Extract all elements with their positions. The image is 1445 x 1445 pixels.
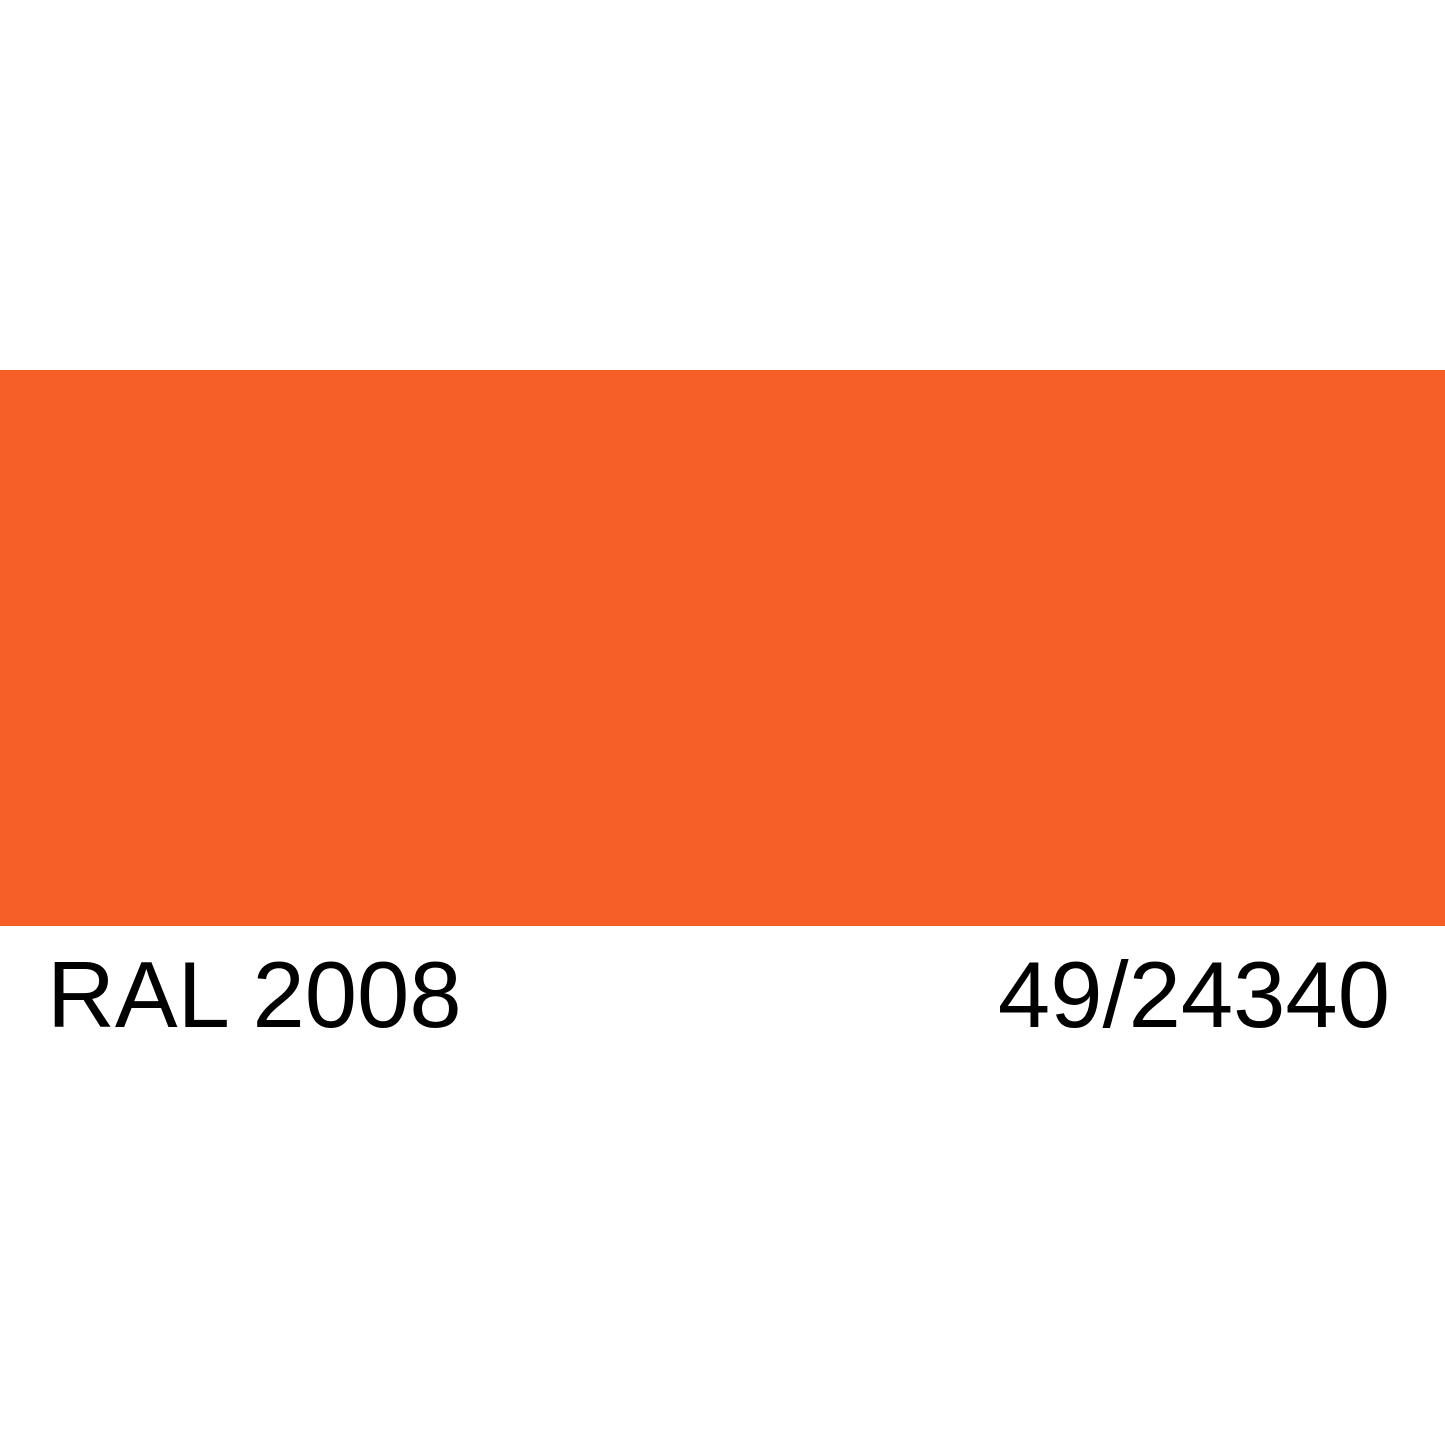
ral-code-label: RAL 2008 bbox=[47, 942, 462, 1047]
color-swatch bbox=[0, 370, 1445, 926]
product-code-label: 49/24340 bbox=[997, 942, 1390, 1047]
